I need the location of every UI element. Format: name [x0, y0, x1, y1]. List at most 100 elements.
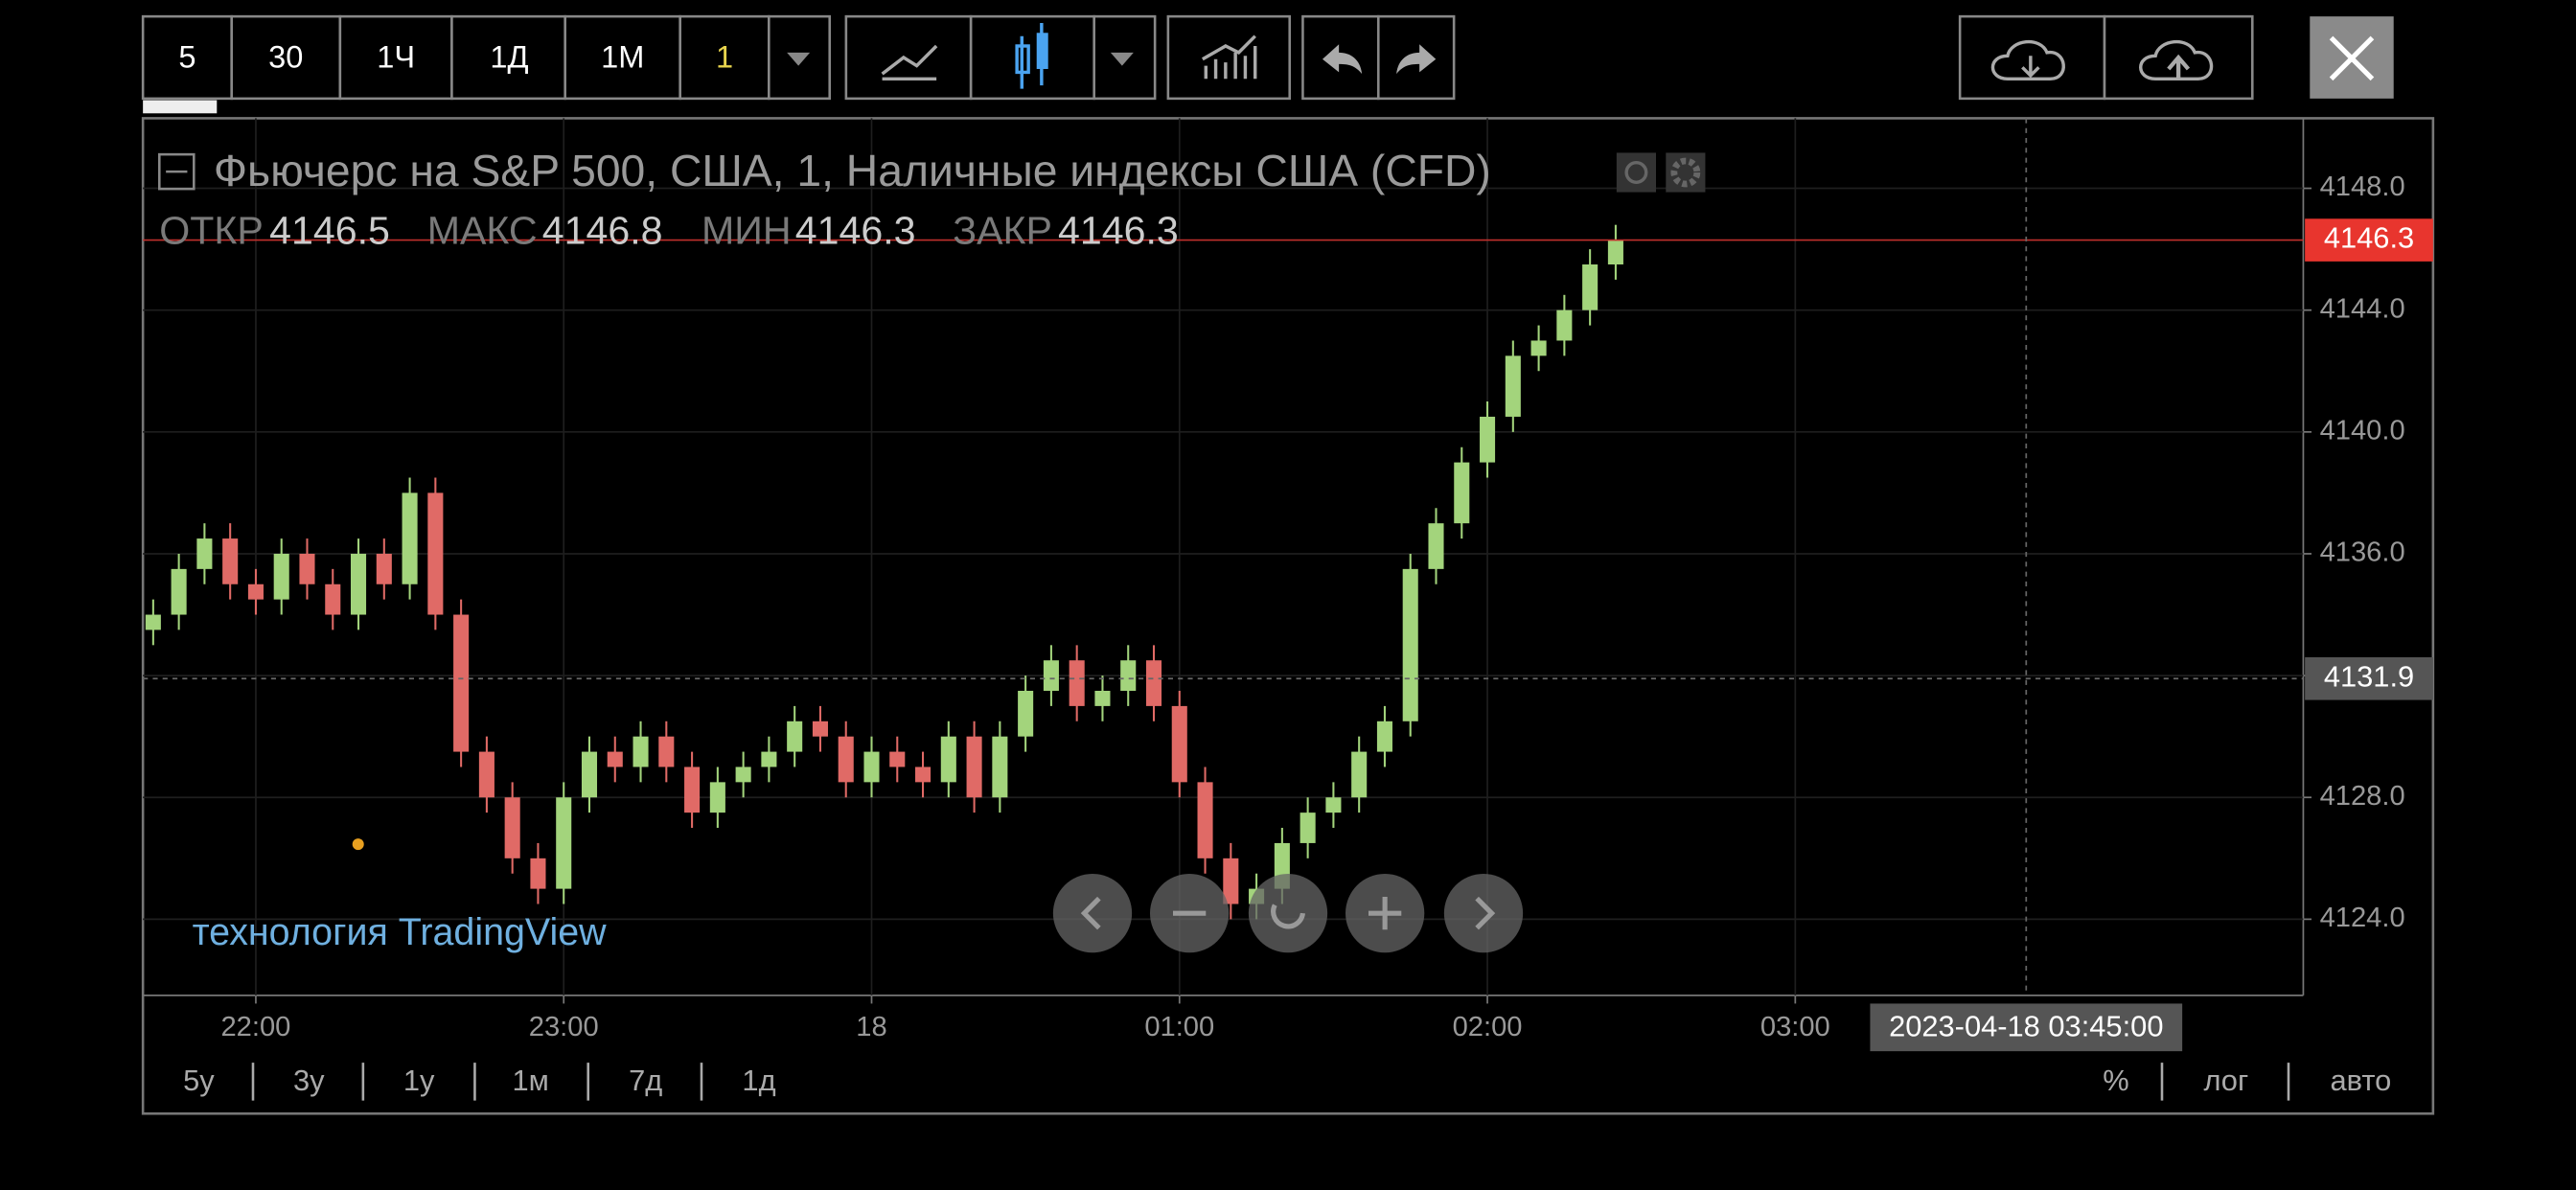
candle-body [145, 614, 161, 630]
range-button[interactable]: 5y [183, 1064, 215, 1097]
visibility-icon[interactable] [1616, 152, 1656, 193]
candle-body [1094, 691, 1111, 706]
candle-body [1043, 660, 1059, 691]
indicators-icon [1202, 34, 1257, 80]
x-tick-label: 03:00 [1760, 1012, 1830, 1042]
line-icon [881, 44, 938, 80]
interval-label: 1Д [490, 39, 528, 74]
marker-dot [352, 838, 364, 851]
candle-body [402, 492, 418, 584]
close-icon [2329, 35, 2375, 81]
chart-frame [141, 117, 2435, 1115]
candle-body [1402, 568, 1418, 721]
candle-body [632, 736, 649, 767]
scroll-left-button[interactable] [1052, 874, 1133, 953]
candle-body [1480, 416, 1496, 463]
indicators-button[interactable] [1166, 14, 1291, 101]
interval-label: 1 [716, 39, 733, 74]
candle-body [351, 553, 367, 615]
candle-body [1300, 812, 1316, 843]
candle-icon [1020, 23, 1044, 89]
candle-body [889, 751, 906, 767]
interval-label: 1М [601, 39, 644, 74]
candle-body [709, 782, 725, 813]
y-tick-label: 4140.0 [2320, 416, 2405, 446]
candle-chart-button[interactable] [969, 14, 1095, 101]
y-tick-label: 4144.0 [2320, 293, 2405, 324]
y-tick-label: 4136.0 [2320, 538, 2405, 568]
separator [251, 1063, 2290, 1101]
candle-body [222, 538, 239, 584]
x-tick-label: 02:00 [1453, 1012, 1523, 1042]
dropdown-arrow [1110, 52, 1134, 66]
range-button[interactable]: 1y [403, 1064, 435, 1097]
candle-body [915, 767, 932, 783]
scale-button[interactable]: авто [2331, 1064, 2392, 1097]
legend: Фьючерс на S&P 500, США, 1, Наличные инд… [158, 146, 1706, 252]
candle-body [966, 736, 982, 798]
candle-body [658, 736, 675, 767]
collapse-icon[interactable] [158, 152, 196, 191]
candle-body [761, 751, 777, 767]
footer: 5y 3y 1y 1м 7д 1д % лог авто [183, 1063, 2392, 1101]
scroll-right-button[interactable] [1443, 874, 1524, 953]
visibility-icon [1624, 161, 1648, 184]
candle-body [299, 553, 315, 584]
crosshair-price-label: 4131.9 [2324, 659, 2414, 693]
candle-body [1145, 660, 1162, 706]
candle-body [427, 492, 444, 615]
candle-body [1582, 264, 1598, 310]
interval-button[interactable] [564, 14, 681, 101]
range-button[interactable]: 7д [629, 1064, 662, 1097]
candle-body [478, 751, 494, 798]
legend-label: МИН [702, 208, 792, 252]
candle-body [838, 736, 854, 783]
candle-body [325, 584, 341, 615]
x-tick-label: 22:00 [220, 1012, 290, 1042]
range-button[interactable]: 3y [293, 1064, 325, 1097]
interval-button[interactable] [450, 14, 566, 101]
cloud-upload-icon [2139, 39, 2214, 80]
x-tick-label: 23:00 [529, 1012, 599, 1042]
scale-button[interactable]: лог [2203, 1064, 2248, 1097]
candle-body [1530, 340, 1547, 356]
candle-body [247, 584, 264, 600]
candle-body [504, 797, 520, 858]
crosshair-time-tag [1870, 1003, 2183, 1052]
crosshair-time-label: 2023-04-18 03:45:00 [1889, 1009, 2163, 1042]
settings-icon [1670, 157, 1701, 188]
scroll-indicator [143, 100, 218, 114]
interval-button[interactable] [230, 14, 342, 101]
last-price-tag [2305, 218, 2433, 262]
candle-body [453, 614, 470, 752]
watermark: технология TradingView [193, 911, 608, 953]
interval-label: 5 [178, 39, 196, 74]
legend-label: МАКС [427, 208, 538, 252]
toolbar: 5 30 1Ч 1Д 1М 1 [141, 14, 2394, 114]
navigation [1052, 874, 1524, 953]
candle-body [863, 751, 880, 783]
range-button[interactable]: 1д [742, 1064, 775, 1097]
scale-button[interactable]: % [2103, 1064, 2128, 1097]
candle-body [1325, 797, 1342, 813]
candle-body [1454, 462, 1470, 524]
legend-value: 4146.8 [542, 208, 663, 252]
interval-button[interactable] [678, 14, 770, 101]
candle-body [1171, 705, 1187, 783]
cloud-upload-arrow [2167, 54, 2191, 80]
candle-body [581, 751, 598, 798]
candle-body [1607, 240, 1623, 264]
dropdown-arrow [787, 52, 811, 66]
candle-body [556, 797, 572, 889]
candle-body [992, 736, 1008, 798]
line-chart-button[interactable] [844, 14, 973, 101]
plot [143, 118, 2304, 995]
range-button[interactable]: 1м [513, 1064, 549, 1097]
reset-button[interactable] [1248, 874, 1328, 953]
candle-body [1376, 721, 1392, 752]
interval-button[interactable] [141, 14, 233, 101]
interval-button[interactable] [338, 14, 453, 101]
legend-value: 4146.5 [269, 208, 390, 252]
